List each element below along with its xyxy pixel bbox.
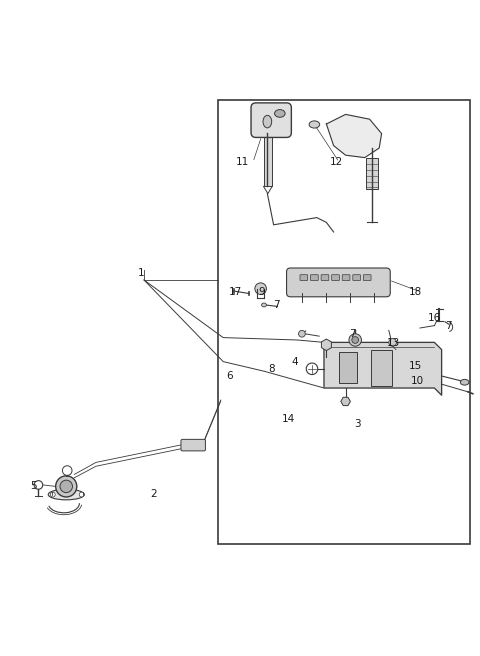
Circle shape [56,476,77,497]
Text: 14: 14 [281,414,295,424]
Ellipse shape [275,110,285,117]
Polygon shape [326,114,382,157]
Text: 17: 17 [228,287,242,297]
Circle shape [60,480,72,493]
FancyBboxPatch shape [363,275,371,281]
Text: 1: 1 [138,268,145,277]
Text: 2: 2 [150,489,157,499]
FancyBboxPatch shape [287,268,390,297]
Circle shape [255,283,266,295]
Text: 10: 10 [411,376,424,386]
FancyBboxPatch shape [332,275,339,281]
Ellipse shape [262,303,266,307]
Ellipse shape [309,121,320,128]
Circle shape [349,334,361,346]
Text: 4: 4 [292,357,299,367]
FancyBboxPatch shape [181,440,205,451]
FancyBboxPatch shape [311,275,318,281]
Text: 7: 7 [273,300,279,310]
Circle shape [299,331,305,337]
Text: 8: 8 [268,364,275,374]
Text: 11: 11 [236,157,249,167]
Bar [218,100,470,544]
Circle shape [50,492,55,497]
Polygon shape [324,342,442,395]
FancyBboxPatch shape [342,275,350,281]
Text: 13: 13 [387,338,400,348]
Text: 15: 15 [408,361,422,371]
Circle shape [352,337,359,343]
Text: 6: 6 [226,371,233,381]
Ellipse shape [263,115,272,128]
Circle shape [34,481,43,489]
FancyBboxPatch shape [371,350,392,386]
FancyBboxPatch shape [251,103,291,138]
Text: 16: 16 [428,314,441,323]
Text: 18: 18 [408,287,422,297]
Circle shape [79,492,84,497]
Circle shape [306,363,318,375]
Text: 7: 7 [349,329,356,338]
FancyBboxPatch shape [321,275,329,281]
Text: 12: 12 [329,157,343,167]
Text: 9: 9 [258,287,265,297]
Text: 7: 7 [445,321,452,331]
Text: 5: 5 [30,482,37,491]
Circle shape [389,338,396,346]
Text: 3: 3 [354,419,361,429]
Ellipse shape [460,379,469,385]
FancyBboxPatch shape [339,352,357,383]
FancyBboxPatch shape [300,275,308,281]
FancyBboxPatch shape [264,133,272,186]
FancyBboxPatch shape [353,275,360,281]
Ellipse shape [48,489,84,500]
FancyBboxPatch shape [366,157,378,189]
